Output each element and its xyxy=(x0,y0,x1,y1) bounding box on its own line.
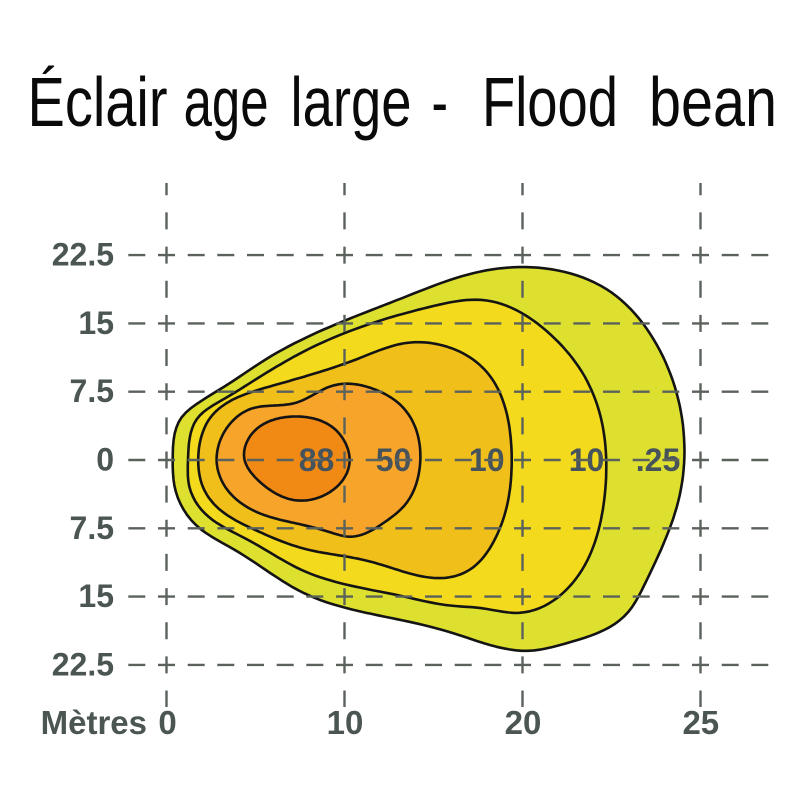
svg-text:7.5: 7.5 xyxy=(70,510,114,546)
svg-text:large: large xyxy=(291,63,412,141)
svg-text:22.5: 22.5 xyxy=(52,646,114,682)
svg-text:-: - xyxy=(432,63,449,141)
svg-text:25: 25 xyxy=(682,704,719,741)
svg-text:age: age xyxy=(184,63,269,141)
svg-text:0: 0 xyxy=(158,704,176,741)
svg-text:15: 15 xyxy=(78,305,114,341)
svg-text:22.5: 22.5 xyxy=(52,237,114,273)
svg-text:Flood: Flood xyxy=(482,63,618,141)
svg-text:7.5: 7.5 xyxy=(70,373,114,409)
svg-text:Éclair: Éclair xyxy=(28,63,168,141)
svg-text:20: 20 xyxy=(505,704,542,741)
svg-text:Mètres: Mètres xyxy=(41,704,147,741)
svg-text:10: 10 xyxy=(327,704,364,741)
svg-text:0: 0 xyxy=(96,442,114,478)
svg-text:bean: bean xyxy=(649,63,777,141)
svg-text:15: 15 xyxy=(78,578,114,614)
